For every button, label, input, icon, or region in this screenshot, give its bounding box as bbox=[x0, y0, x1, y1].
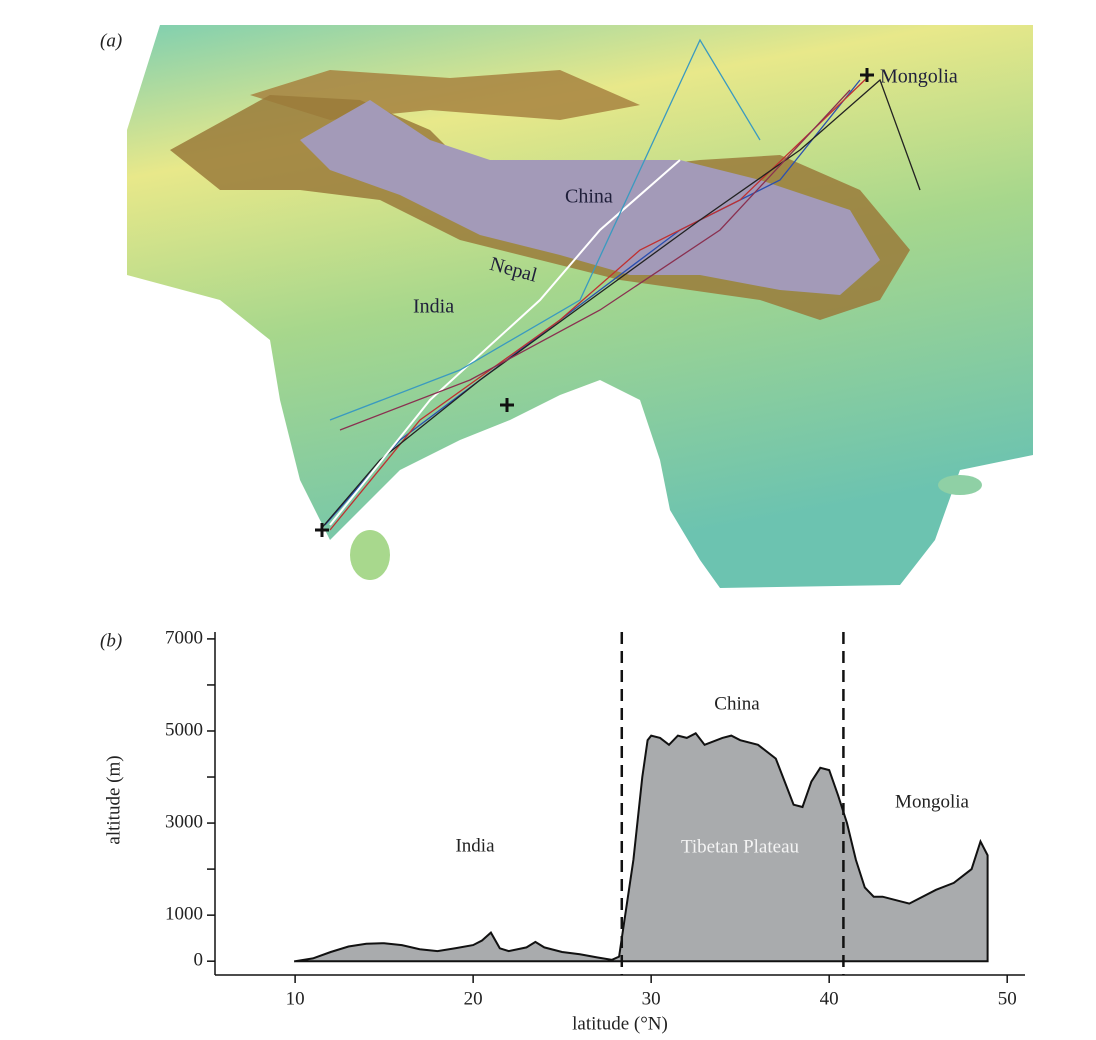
x-tick-label: 40 bbox=[820, 988, 839, 1009]
track bbox=[324, 79, 861, 526]
region-label: Mongolia bbox=[895, 791, 969, 812]
y-axis-title: altitude (m) bbox=[103, 755, 124, 844]
x-tick-label: 20 bbox=[464, 988, 483, 1009]
region-label: Tibetan Plateau bbox=[681, 836, 800, 857]
x-tick-label: 30 bbox=[642, 988, 661, 1009]
place-label: India bbox=[413, 296, 454, 318]
y-tick-label: 3000 bbox=[165, 811, 203, 832]
track bbox=[319, 78, 921, 531]
island bbox=[938, 475, 982, 495]
region-label: India bbox=[455, 835, 495, 856]
y-tick-label: 5000 bbox=[165, 719, 203, 740]
y-tick-label: 7000 bbox=[165, 627, 203, 648]
track bbox=[329, 159, 681, 526]
region-label: China bbox=[714, 693, 760, 714]
track bbox=[339, 89, 851, 431]
place-label: China bbox=[565, 186, 613, 208]
marker bbox=[315, 68, 874, 537]
track bbox=[329, 74, 871, 531]
map-panel: (a) Mongolia China Nepal India bbox=[100, 25, 1033, 588]
altitude-area bbox=[294, 732, 989, 963]
y-tick-label: 0 bbox=[194, 950, 204, 971]
place-label: Mongolia bbox=[880, 66, 958, 88]
panel-label: (a) bbox=[100, 30, 122, 51]
x-tick-label: 50 bbox=[998, 988, 1017, 1009]
tracks bbox=[319, 38, 921, 531]
panel-label: (b) bbox=[100, 630, 122, 651]
island bbox=[350, 530, 390, 580]
altitude-chart: (b) latitude (°N) altitude (m) 0 1000 3000… bbox=[100, 627, 1025, 1034]
plateau bbox=[300, 100, 880, 295]
x-axis-title: latitude (°N) bbox=[572, 1013, 668, 1034]
x-tick-label: 10 bbox=[286, 988, 305, 1009]
track bbox=[329, 38, 761, 421]
y-tick-label: 1000 bbox=[165, 904, 203, 925]
